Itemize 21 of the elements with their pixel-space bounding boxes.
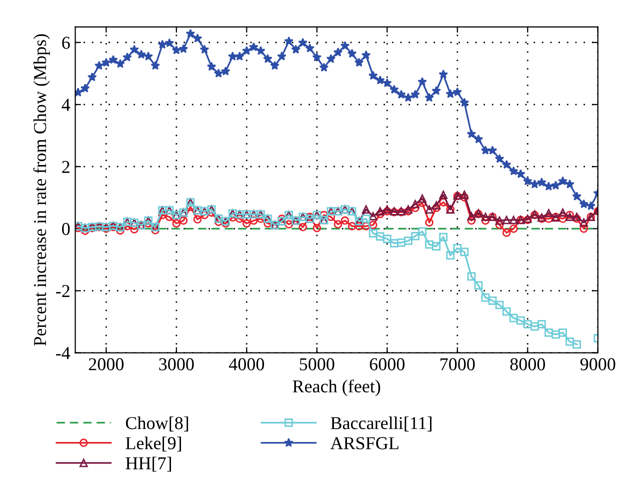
x-axis-title: Reach (feet) [292,380,380,396]
legend-label: Baccarelli[11] [330,416,432,432]
y-tick-label: -2 [56,285,70,297]
legend-label: Leke[9] [126,436,181,452]
x-tick-label: 7000 [440,358,475,370]
x-tick-label: 2000 [88,358,124,370]
legend-label: HH[7] [126,456,171,472]
x-tick-label: 9000 [580,358,616,370]
x-tick-label: 3000 [159,358,194,370]
legend-label: Chow[8] [126,416,188,432]
x-tick-label: 5000 [300,358,334,370]
y-axis-title: Percent increase in rate from Chow (Mbps) [33,34,50,346]
y-tick-label: 2 [62,160,70,173]
legend-label: ARSFGL [330,437,398,450]
y-tick-label: 0 [62,222,70,236]
y-tick-label: -4 [56,347,70,360]
y-tick-label: 4 [62,98,70,111]
y-tick-label: 6 [62,36,70,49]
x-tick-label: 6000 [370,358,405,370]
x-tick-label: 4000 [228,358,264,370]
x-tick-label: 8000 [510,358,545,370]
